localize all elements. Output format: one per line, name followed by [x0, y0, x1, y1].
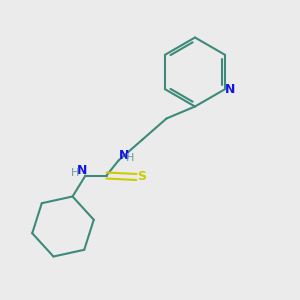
- Text: H: H: [126, 153, 134, 163]
- Text: N: N: [77, 164, 87, 177]
- Text: N: N: [119, 148, 129, 162]
- Text: S: S: [137, 170, 146, 184]
- Text: H: H: [71, 168, 80, 178]
- Text: N: N: [224, 83, 235, 96]
